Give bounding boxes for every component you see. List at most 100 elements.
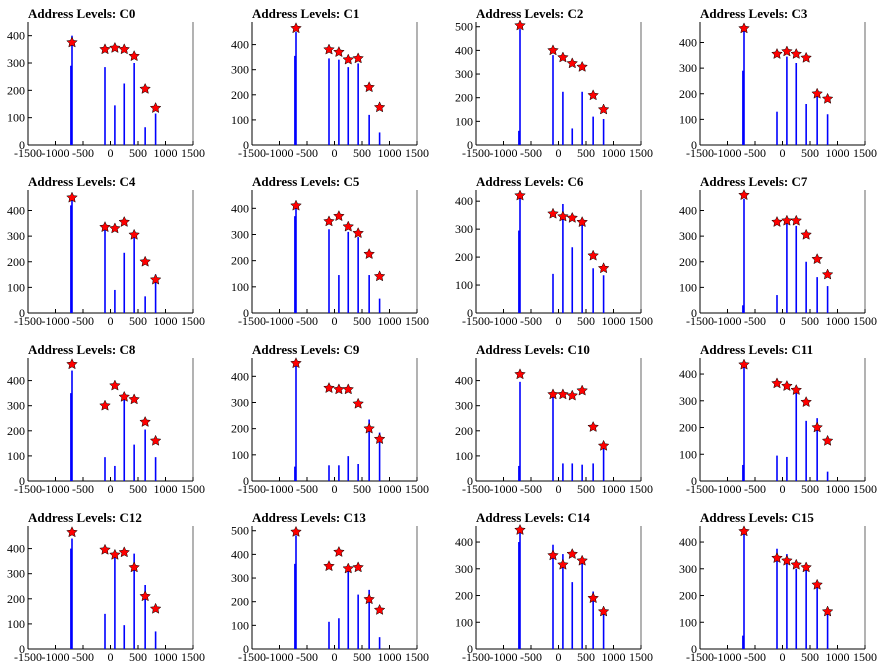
x-tick-label: 500: [129, 146, 147, 160]
peak-marker: [342, 562, 355, 574]
x-tick-label: 500: [577, 314, 595, 328]
peak-marker: [363, 248, 375, 260]
x-tick-label: 1000: [602, 146, 626, 160]
x-tick-label: 1000: [154, 482, 178, 496]
x-tick-label: 0: [780, 146, 786, 160]
x-tick-label: -1500: [462, 146, 490, 160]
peak-marker: [66, 526, 78, 538]
x-tick-label: 500: [129, 650, 147, 664]
y-tick-label: 0: [467, 642, 473, 656]
y-tick-label: 400: [455, 43, 473, 57]
peak-marker: [373, 101, 386, 113]
x-tick-label: -1500: [238, 482, 266, 496]
y-tick-label: 100: [679, 615, 697, 629]
y-tick-label: 200: [679, 87, 697, 101]
x-tick-label: -1000: [490, 146, 518, 160]
peak-marker: [821, 92, 834, 104]
peak-marker: [118, 546, 131, 558]
peak-marker: [557, 388, 569, 400]
y-tick-label: 300: [7, 399, 25, 413]
chart-panel: Address Levels: C6 0 100 200 300 400 -1500 -100…: [455, 174, 653, 328]
x-tick-label: 1000: [826, 482, 850, 496]
y-tick-label: 0: [19, 306, 25, 320]
chart-title: Address Levels: C15: [700, 510, 814, 525]
peak-marker: [597, 605, 610, 617]
peak-marker: [576, 216, 588, 228]
y-tick-label: 400: [231, 547, 249, 561]
peak-marker: [333, 545, 345, 557]
x-tick-label: 500: [801, 314, 819, 328]
x-tick-label: 1000: [154, 314, 178, 328]
peak-marker: [800, 396, 812, 408]
x-tick-label: 1000: [378, 482, 402, 496]
x-tick-label: -1000: [42, 650, 70, 664]
y-tick-label: 200: [231, 422, 249, 436]
y-tick-label: 0: [19, 474, 25, 488]
y-tick-label: 0: [19, 642, 25, 656]
x-tick-label: 1500: [853, 650, 877, 664]
chart-title: Address Levels: C4: [28, 174, 136, 189]
y-tick-label: 0: [243, 474, 249, 488]
peak-marker: [566, 547, 579, 560]
x-tick-label: 1500: [629, 650, 653, 664]
x-tick-label: 1500: [853, 314, 877, 328]
y-tick-label: 100: [7, 449, 25, 463]
x-tick-label: 1500: [181, 482, 205, 496]
peak-marker: [373, 270, 386, 282]
chart-panel: Address Levels: C11 0 100 200 300 400 -1500 -10…: [679, 342, 877, 496]
peak-marker: [781, 45, 793, 57]
peak-marker: [514, 523, 526, 535]
y-tick-label: 200: [231, 254, 249, 268]
chart-title: Address Levels: C12: [28, 510, 142, 525]
peak-marker: [352, 227, 364, 239]
y-tick-label: 100: [231, 618, 249, 632]
x-tick-label: -1000: [266, 650, 294, 664]
peak-marker: [118, 43, 131, 55]
peak-marker: [323, 560, 335, 572]
x-tick-label: 0: [780, 314, 786, 328]
x-tick-label: 1500: [181, 146, 205, 160]
peak-marker: [290, 525, 302, 537]
peak-marker: [363, 593, 375, 605]
x-tick-label: -500: [744, 650, 766, 664]
chart-title: Address Levels: C8: [28, 342, 136, 357]
peak-marker: [333, 46, 345, 58]
x-tick-label: 500: [353, 482, 371, 496]
x-tick-label: 500: [577, 146, 595, 160]
y-tick-label: 200: [7, 255, 25, 269]
x-tick-label: 500: [129, 314, 147, 328]
chart-panel: Address Levels: C0 0 100 200 300 400 -1500 -100…: [7, 6, 205, 160]
peak-marker: [66, 358, 78, 370]
peak-marker: [557, 558, 569, 570]
peak-marker: [800, 51, 812, 63]
y-tick-label: 300: [679, 229, 697, 243]
x-tick-label: -500: [296, 314, 318, 328]
chart-title: Address Levels: C14: [476, 510, 590, 525]
y-tick-label: 0: [467, 474, 473, 488]
peak-marker: [566, 389, 579, 401]
peak-marker: [514, 19, 526, 31]
peak-marker: [587, 420, 599, 432]
chart-panel: Address Levels: C3 0 100 200 300 400 -1500 -100…: [679, 6, 877, 160]
y-tick-label: 300: [679, 562, 697, 576]
x-tick-label: -1500: [686, 314, 714, 328]
x-tick-label: 0: [556, 482, 562, 496]
x-tick-label: 1500: [405, 482, 429, 496]
peak-marker: [333, 210, 345, 222]
y-tick-label: 100: [7, 617, 25, 631]
x-tick-label: 1500: [405, 146, 429, 160]
x-tick-label: -1500: [14, 146, 42, 160]
x-tick-label: -500: [296, 482, 318, 496]
x-tick-label: 500: [129, 482, 147, 496]
y-tick-label: 200: [455, 91, 473, 105]
y-tick-label: 100: [455, 278, 473, 292]
x-tick-label: -1500: [462, 650, 490, 664]
peak-marker: [738, 189, 750, 201]
peak-marker: [771, 215, 783, 227]
peak-marker: [118, 390, 131, 402]
peak-marker: [821, 434, 834, 446]
x-tick-label: -1500: [14, 482, 42, 496]
peak-marker: [790, 214, 803, 226]
y-tick-label: 100: [455, 114, 473, 128]
x-tick-label: -1500: [238, 314, 266, 328]
